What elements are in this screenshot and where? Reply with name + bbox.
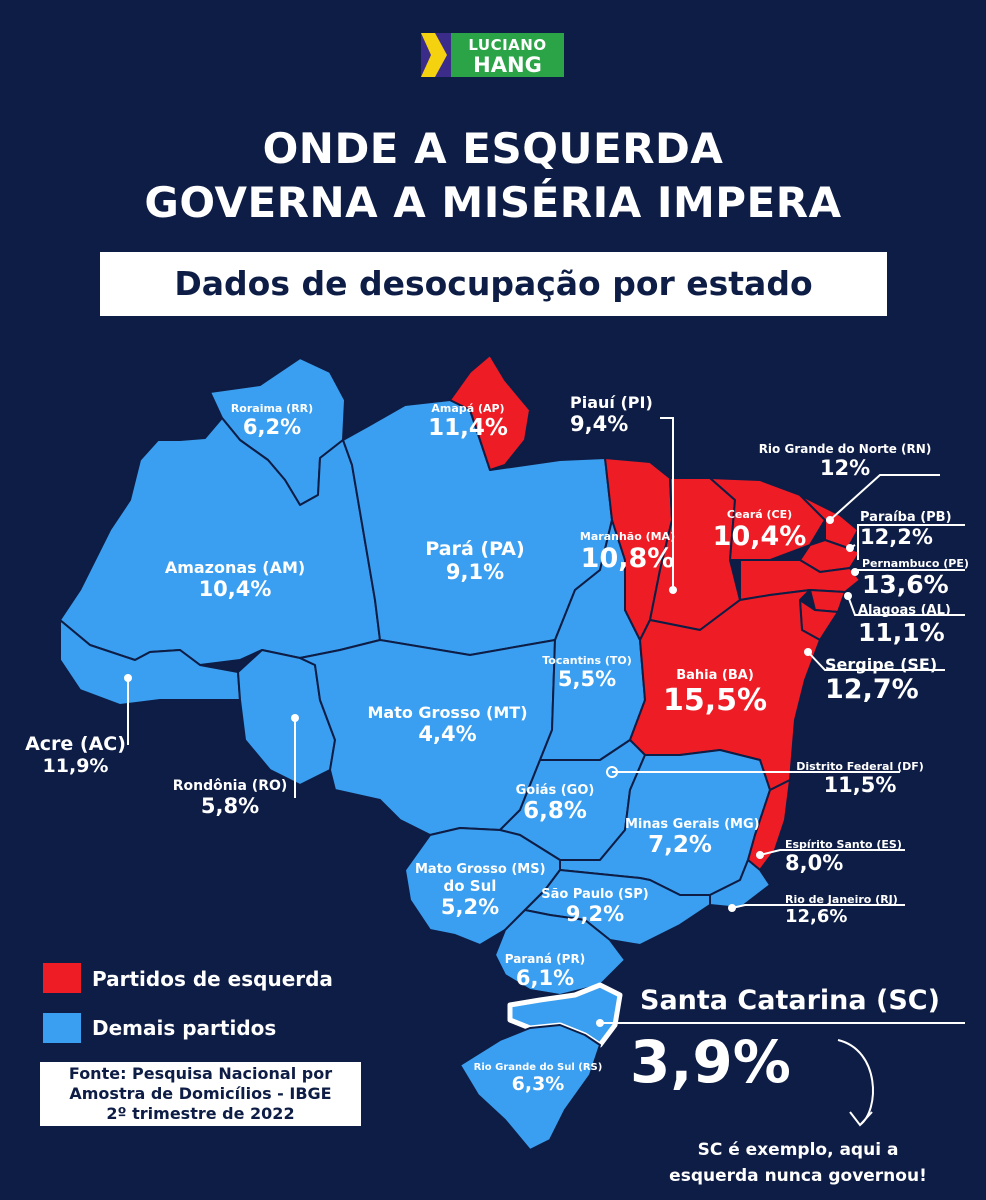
label-pi: Piauí (PI) 9,4% xyxy=(570,393,653,436)
label-pr: Paraná (PR) 6,1% xyxy=(504,952,586,990)
label-am: Amazonas (AM) 10,4% xyxy=(164,558,306,601)
label-mt: Mato Grosso (MT) 4,4% xyxy=(367,703,528,746)
brand-logo: LUCIANO HANG xyxy=(421,33,564,77)
logo-line-2: HANG xyxy=(473,53,542,77)
state-rs xyxy=(459,1024,601,1151)
label-se: Sergipe (SE) 12,7% xyxy=(825,655,938,705)
label-ba: Bahia (BA) 15,5% xyxy=(662,668,768,718)
legend-swatch-other xyxy=(43,1013,81,1043)
label-es: Espírito Santo (ES) 8,0% xyxy=(785,838,902,875)
logo-line-1: LUCIANO xyxy=(468,36,547,54)
label-ro: Rondônia (RO) 5,8% xyxy=(172,778,288,818)
label-pb: Paraíba (PB) 12,2% xyxy=(860,510,952,549)
state-rj xyxy=(709,859,771,909)
label-to: Tocantins (TO) 5,5% xyxy=(542,654,632,691)
state-pr xyxy=(494,909,626,996)
legend-label-left: Partidos de esquerda xyxy=(92,967,333,991)
label-mg: Minas Gerais (MG) 7,2% xyxy=(625,817,760,858)
legend-swatch-left xyxy=(43,963,81,993)
sc-note: SC é exemplo, aqui a esquerda nunca gove… xyxy=(669,1140,927,1186)
label-rj: Rio de Janeiro (RJ) 12,6% xyxy=(785,893,898,927)
label-sc-value: 3,9% xyxy=(630,1028,791,1096)
label-pa: Pará (PA) 9,1% xyxy=(425,538,525,584)
label-go: Goiás (GO) 6,8% xyxy=(515,783,595,824)
state-es xyxy=(747,779,791,871)
legend-label-other: Demais partidos xyxy=(92,1016,277,1040)
label-ac: Acre (AC) 11,9% xyxy=(25,733,126,777)
state-sc xyxy=(507,982,623,1048)
label-ms: Mato Grosso (MS) do Sul 5,2% xyxy=(415,862,546,919)
label-al: Alagoas (AL) 11,1% xyxy=(858,603,951,647)
label-ce: Ceará (CE) 10,4% xyxy=(712,508,807,552)
title-line-1: ONDE A ESQUERDA xyxy=(262,124,724,173)
subtitle-banner: Dados de desocupação por estado xyxy=(100,252,887,316)
state-am xyxy=(59,417,381,666)
state-ce xyxy=(709,477,826,561)
label-ap: Amapá (AP) 11,4% xyxy=(428,402,508,441)
label-rr: Roraima (RR) 6,2% xyxy=(230,402,314,439)
source-box: Fonte: Pesquisa Nacional por Amostra de … xyxy=(40,1062,361,1126)
label-ma: Maranhão (MA) 10,8% xyxy=(579,530,676,574)
title-line-2: GOVERNA A MISÉRIA IMPERA xyxy=(144,178,842,227)
label-sc-name: Santa Catarina (SC) xyxy=(640,985,940,1016)
state-al xyxy=(809,589,846,613)
brazil-flag-icon xyxy=(421,33,451,77)
page-title: ONDE A ESQUERDA GOVERNA A MISÉRIA IMPERA xyxy=(0,122,986,230)
state-ap xyxy=(449,354,531,471)
label-sp: São Paulo (SP) 9,2% xyxy=(541,887,649,926)
label-pe: Pernambuco (PE) 13,6% xyxy=(862,557,969,599)
label-df: Distrito Federal (DF) 11,5% xyxy=(796,760,924,797)
label-rs: Rio Grande do Sul (RS) 6,3% xyxy=(473,1062,603,1095)
label-rn: Rio Grande do Norte (RN) 12% xyxy=(758,442,932,480)
